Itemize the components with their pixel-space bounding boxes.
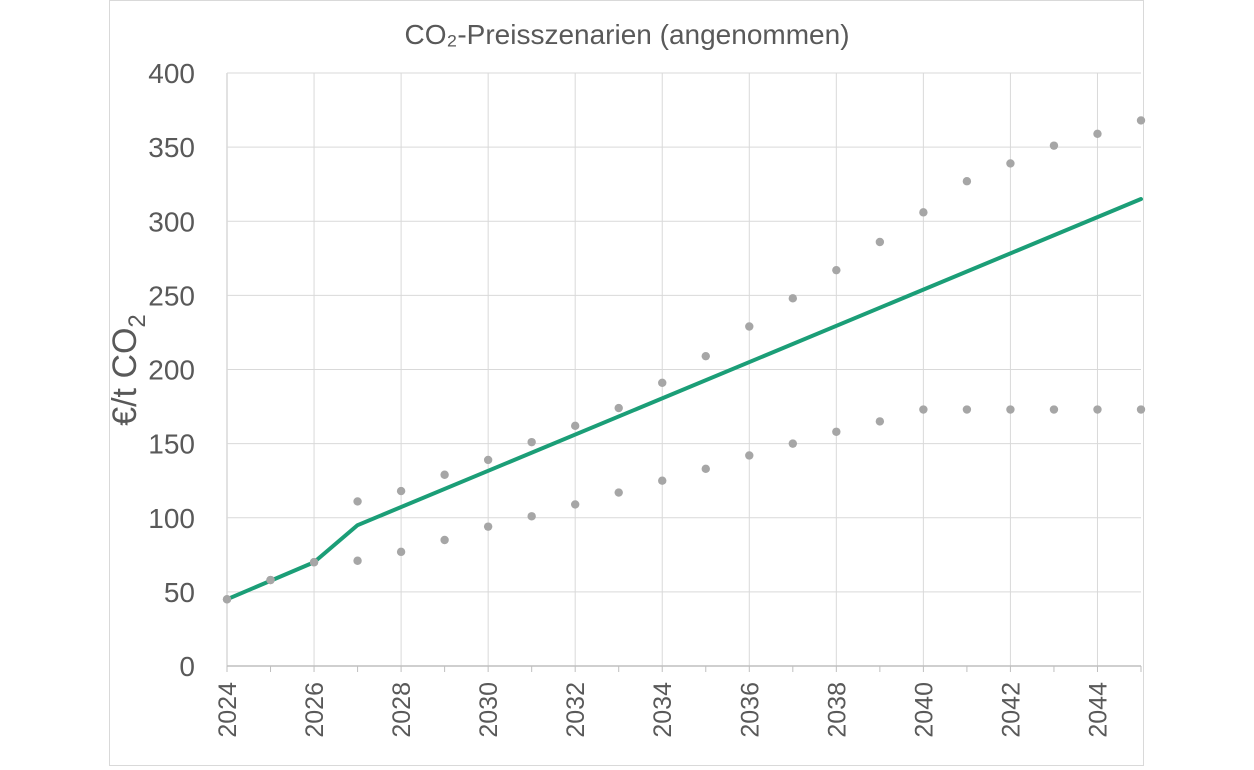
axes [226,73,1142,672]
y-tick-label: 300 [148,206,195,237]
y-tick-label: 200 [148,355,195,386]
x-tick-label: 2032 [562,682,590,738]
y-axis-label-main: €/t CO [106,328,144,426]
upper-scenario-point [832,265,841,275]
upper-scenario-point [396,486,406,496]
lower-scenario-point [1049,405,1059,414]
upper-scenario-point [1006,159,1015,168]
upper-scenario-point [353,497,362,506]
y-tick-label: 250 [148,280,195,311]
lower-scenario-point [309,558,319,567]
lower-scenario-point [396,547,406,557]
upper-scenario-point [440,470,449,479]
lower-scenario-point [658,476,667,485]
lower-scenario-point [745,451,754,460]
x-tick-label: 2040 [910,682,938,738]
lower-scenario-point [222,595,232,604]
y-tick-label: 350 [148,132,195,163]
upper-scenario-point [527,437,536,447]
x-tick-label: 2042 [997,682,1025,738]
lower-scenario-point [1006,405,1015,414]
x-tick-labels: 2024 2026 2028 2030 2032 2034 2036 2038 2040 2042… [214,682,1112,738]
upper-scenario-point [788,294,798,303]
lower-scenario-point [353,556,362,565]
lower-scenario-point [962,405,972,414]
lower-scenario-point [701,464,710,474]
lower-scenario-point [483,522,493,531]
y-tick-labels: 0 50 100 150 200 250 300 350 400 [148,58,195,682]
upper-scenario-point [701,351,710,361]
x-tick-label: 2030 [475,682,503,738]
upper-scenario-point [570,421,580,431]
x-tick-label: 2028 [388,682,416,738]
upper-scenario-point [745,322,754,331]
x-tick-label: 2036 [736,682,764,738]
upper-scenario-point [483,455,493,465]
x-tick-label: 2044 [1084,682,1112,738]
upper-scenario-point [875,237,885,247]
y-tick-label: 150 [148,429,195,460]
x-tick-label: 2024 [214,682,242,738]
upper-scenario-point [919,208,928,217]
upper-scenario-point [658,378,667,388]
lower-scenario-point [614,488,623,497]
lower-scenario-point [832,427,841,436]
lower-scenario-point [919,405,928,414]
lower-scenario-point [1136,405,1146,414]
x-tick-label: 2038 [823,682,851,738]
y-tick-label: 100 [148,503,195,534]
data-series [222,116,1146,604]
lower-scenario-point [570,500,580,509]
upper-scenario-point [1136,116,1146,125]
x-tick-label: 2034 [649,682,677,738]
x-tick-label: 2026 [301,682,329,738]
upper-scenario-point [962,177,972,186]
lower-scenario-point [527,512,536,521]
y-tick-label: 0 [179,651,195,682]
y-axis-label-subscript: 2 [124,314,151,327]
y-tick-label: 50 [164,577,195,608]
lower-scenario-point [266,575,275,585]
y-axis-label: €/t CO2 [106,314,151,426]
upper-scenario-point [614,403,623,413]
gridlines [227,72,1141,666]
lower-scenario-point [788,439,798,448]
lower-scenario-point [440,535,449,545]
series-line [225,197,1143,602]
lower-scenario-point [1093,405,1102,414]
y-tick-label: 400 [148,58,195,89]
chart-area [109,0,1144,766]
upper-scenario-point [1093,129,1102,138]
upper-scenario-point [1049,141,1059,150]
chart-title: CO₂-Preisszenarien (angenommen) [404,19,849,50]
lower-scenario-point [875,417,885,426]
